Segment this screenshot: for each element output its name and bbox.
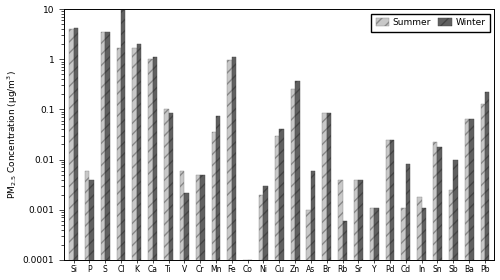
Bar bbox=[290, 89, 295, 280]
Bar bbox=[485, 92, 490, 280]
Bar bbox=[370, 208, 374, 280]
Bar bbox=[358, 179, 363, 280]
Bar bbox=[454, 160, 458, 280]
Bar bbox=[216, 116, 220, 280]
Bar bbox=[449, 190, 454, 280]
Bar bbox=[90, 179, 94, 280]
Bar bbox=[469, 119, 474, 280]
Bar bbox=[69, 29, 73, 280]
Bar bbox=[275, 136, 280, 280]
Bar bbox=[295, 81, 300, 280]
Bar bbox=[152, 57, 157, 280]
Bar bbox=[417, 197, 422, 280]
Bar bbox=[464, 119, 469, 280]
Bar bbox=[212, 132, 216, 280]
Bar bbox=[264, 186, 268, 280]
Bar bbox=[243, 260, 248, 280]
Legend: Summer, Winter: Summer, Winter bbox=[371, 13, 490, 32]
Bar bbox=[306, 210, 311, 280]
Bar bbox=[121, 10, 126, 280]
Bar bbox=[338, 179, 342, 280]
Bar bbox=[280, 129, 283, 280]
Bar bbox=[311, 171, 316, 280]
Bar bbox=[374, 208, 378, 280]
Y-axis label: PM$_{2.5}$ Concentration (μg/m$^{3}$): PM$_{2.5}$ Concentration (μg/m$^{3}$) bbox=[6, 70, 20, 199]
Bar bbox=[433, 142, 438, 280]
Bar bbox=[137, 44, 141, 280]
Bar bbox=[105, 32, 110, 280]
Bar bbox=[326, 113, 331, 280]
Bar bbox=[196, 175, 200, 280]
Bar bbox=[248, 260, 252, 280]
Bar bbox=[232, 57, 236, 280]
Bar bbox=[85, 171, 89, 280]
Bar bbox=[228, 60, 232, 280]
Bar bbox=[132, 48, 137, 280]
Bar bbox=[386, 140, 390, 280]
Bar bbox=[74, 28, 78, 280]
Bar bbox=[322, 113, 326, 280]
Bar bbox=[184, 193, 189, 280]
Bar bbox=[402, 208, 406, 280]
Bar bbox=[168, 113, 173, 280]
Bar bbox=[259, 195, 264, 280]
Bar bbox=[480, 104, 485, 280]
Bar bbox=[390, 140, 394, 280]
Bar bbox=[406, 164, 410, 280]
Bar bbox=[148, 59, 152, 280]
Bar bbox=[422, 208, 426, 280]
Bar bbox=[438, 147, 442, 280]
Bar bbox=[164, 109, 168, 280]
Bar bbox=[116, 48, 121, 280]
Bar bbox=[101, 32, 105, 280]
Bar bbox=[354, 179, 358, 280]
Bar bbox=[180, 171, 184, 280]
Bar bbox=[342, 221, 347, 280]
Bar bbox=[200, 175, 204, 280]
